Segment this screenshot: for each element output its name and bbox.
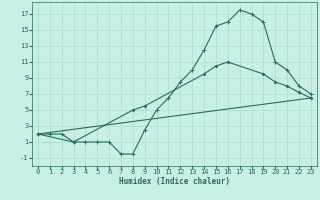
X-axis label: Humidex (Indice chaleur): Humidex (Indice chaleur) (119, 177, 230, 186)
